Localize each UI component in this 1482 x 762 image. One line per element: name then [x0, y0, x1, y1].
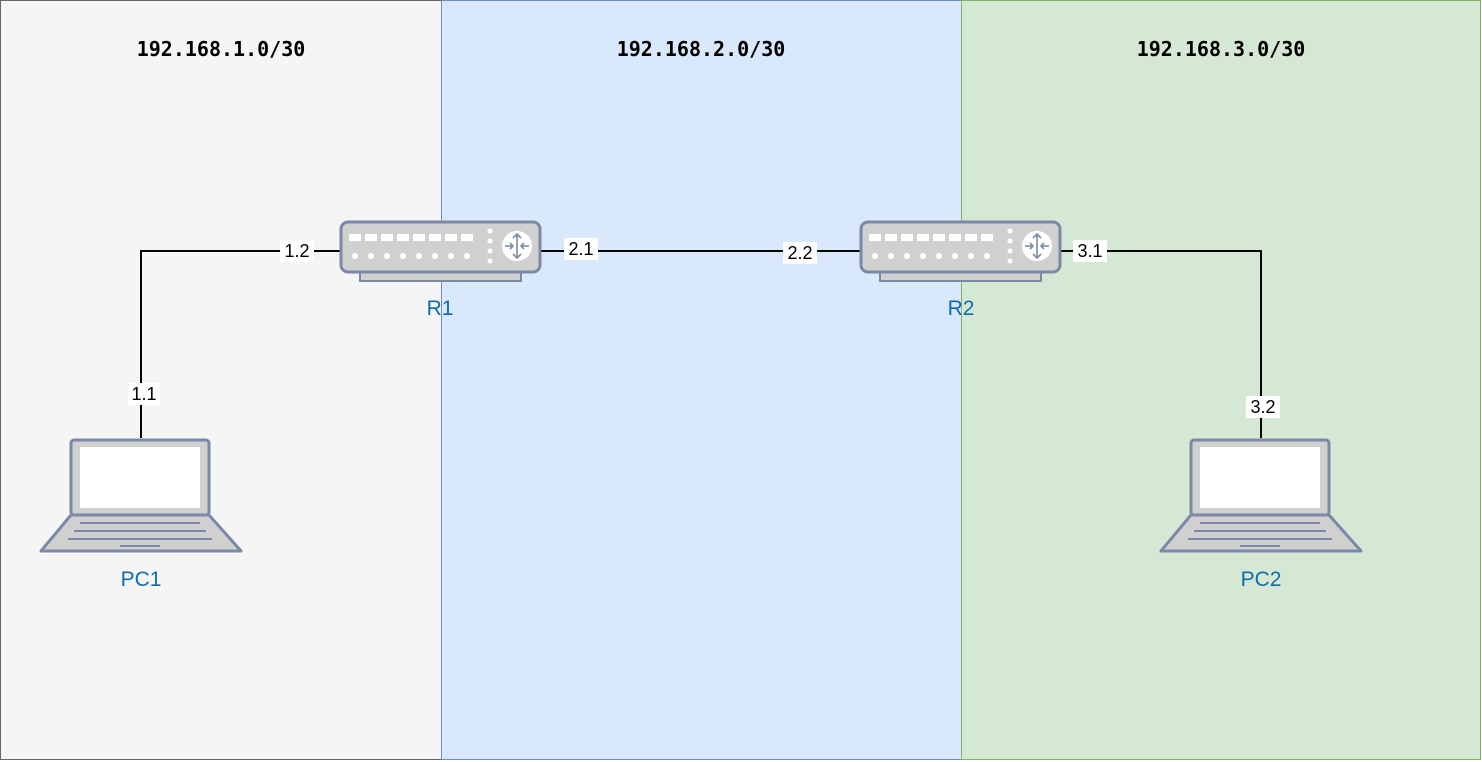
device-label-pc1: PC1	[121, 568, 162, 591]
router-r2[interactable]	[859, 220, 1062, 282]
subnet-zone-3: 192.168.3.0/30	[961, 0, 1481, 760]
ip-r1-to-pc1: 1.2	[284, 241, 309, 261]
subnet-zone-2: 192.168.2.0/30	[441, 0, 962, 760]
router-r1[interactable]	[339, 220, 542, 282]
router-icon	[859, 220, 1062, 282]
laptop-pc2[interactable]	[1159, 438, 1363, 553]
ip-r2-to-pc2: 3.1	[1077, 241, 1102, 261]
device-label-r1: R1	[427, 297, 454, 320]
device-label-pc2: PC2	[1241, 568, 1282, 591]
subnet-label-1: 192.168.1.0/30	[136, 37, 306, 61]
device-label-r2: R2	[948, 297, 975, 320]
link-pc1-r1	[140, 250, 340, 438]
subnet-label-2: 192.168.2.0/30	[616, 37, 786, 61]
ip-r1-to-r2: 2.1	[568, 239, 593, 259]
laptop-pc1[interactable]	[39, 438, 243, 553]
laptop-icon	[39, 438, 243, 553]
ip-pc1: 1.1	[131, 384, 156, 404]
subnet-zone-1: 192.168.1.0/30	[0, 0, 442, 760]
ip-r2-to-r1: 2.2	[787, 243, 812, 263]
laptop-icon	[1159, 438, 1363, 553]
ip-pc2: 3.2	[1250, 397, 1275, 417]
subnet-label-3: 192.168.3.0/30	[1136, 37, 1306, 61]
router-icon	[339, 220, 542, 282]
link-r2-pc2	[1061, 250, 1262, 438]
